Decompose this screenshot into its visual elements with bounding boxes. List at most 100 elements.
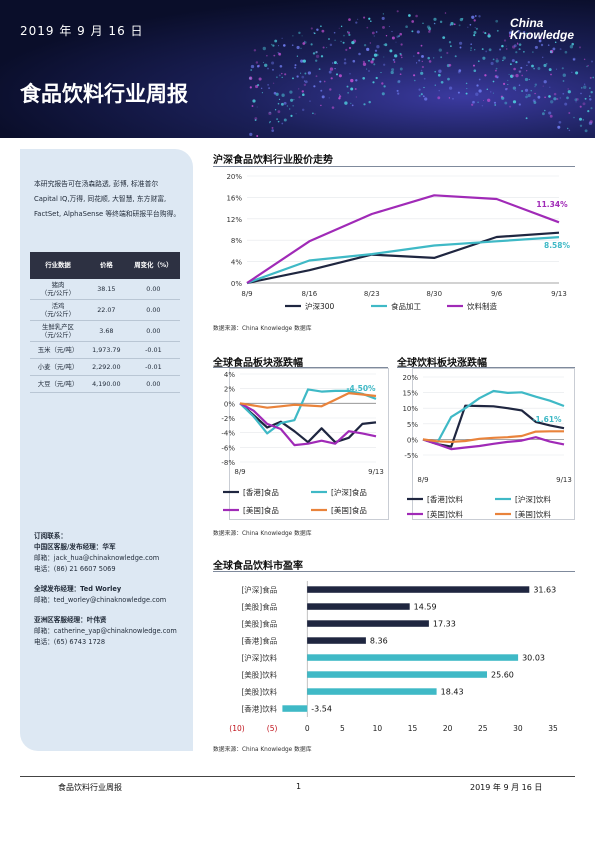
section-rule [213, 166, 575, 167]
header-dot [589, 76, 592, 79]
table-cell: 生鲜乳产区 （元/公斤） [30, 320, 86, 342]
header-dot [373, 53, 378, 57]
header-dot [416, 30, 420, 34]
header-dot [509, 34, 511, 36]
category-label: [沪深]饮料 [241, 653, 277, 663]
header-dot [250, 64, 255, 69]
header-dot [562, 92, 565, 95]
header-dot [267, 84, 269, 86]
header-dot [537, 67, 541, 70]
y-tick-label: 4% [224, 371, 235, 379]
header-dot [474, 15, 477, 17]
header-dot [450, 45, 452, 47]
header-dot [257, 84, 260, 87]
header-dot [573, 58, 575, 61]
header-dot [554, 41, 557, 43]
header-dot [505, 88, 508, 91]
header-dot [375, 31, 378, 33]
header-dot [400, 43, 403, 46]
header-dot [382, 13, 384, 15]
header-dot [294, 66, 297, 69]
header-dot [312, 112, 314, 115]
footer-report-name: 食品饮料行业周报 [58, 783, 122, 792]
header-dot [363, 103, 366, 106]
header-dot [298, 96, 301, 99]
header-dot [587, 110, 590, 113]
header-dot [470, 43, 473, 46]
header-dot [512, 86, 517, 90]
section-rule [397, 367, 575, 368]
header-dot [269, 121, 271, 123]
header-dot [508, 31, 512, 35]
header-dot [478, 60, 480, 62]
header-dot [329, 67, 334, 71]
x-tick-label: 9/6 [491, 290, 503, 298]
table-header-cell: 周变化（%） [126, 252, 180, 279]
header-dot [568, 129, 571, 132]
header-dot [334, 67, 336, 70]
header-dot [362, 62, 367, 66]
header-dot [385, 35, 388, 37]
header-dot [286, 105, 289, 107]
header-dot [523, 51, 525, 53]
header-dot [509, 63, 512, 66]
bar [307, 688, 437, 695]
header-dot [471, 15, 475, 19]
header-dot [527, 61, 530, 64]
x-tick-label: 8/9 [417, 476, 428, 484]
header-dot [293, 99, 295, 101]
header-dot [320, 25, 322, 28]
header-dot [552, 47, 556, 51]
contact-block: 订阅联系： 中国区客服/发布经理：华军 邮箱：jack_hua@chinaknowl… [34, 531, 192, 575]
category-label: [沪深]食品 [241, 585, 277, 595]
header-dot [510, 29, 512, 31]
header-dot [449, 24, 452, 26]
y-tick-label: 10% [402, 405, 418, 413]
header-dot [254, 119, 257, 121]
header-dot [343, 34, 345, 37]
header-dot [277, 120, 280, 123]
header-dot [310, 27, 313, 30]
data-label: 8.36 [370, 637, 388, 646]
header-dot [292, 77, 294, 80]
header-dot [502, 59, 504, 62]
header-dot [303, 80, 306, 82]
x-tick-label: 9/13 [368, 468, 384, 476]
header-dot [399, 67, 403, 71]
header-dot [329, 88, 332, 91]
table-cell: 0.00 [126, 320, 180, 342]
x-tick-label: (10) [229, 724, 244, 733]
contact-line: 电话：(86) 21 6607 5069 [34, 565, 116, 573]
header-dot [366, 47, 370, 52]
contact-line: 邮箱：catherine_yap@chinaknowledge.com [34, 627, 177, 635]
header-dot [249, 132, 253, 137]
x-tick-label: 0 [305, 724, 310, 733]
header-dot [534, 83, 538, 86]
header-dot [422, 22, 424, 24]
plot-area: -8% -6% -4% -2% 0% 2% 4% 8/9 9/13 -4.50% [香港]食品 [沪深… [221, 371, 384, 515]
header-dot [473, 31, 477, 34]
header-dot [380, 72, 382, 74]
header-dot [345, 48, 348, 51]
header-dot [591, 60, 593, 63]
header-dot [448, 86, 453, 90]
x-tick-label: 8/9 [234, 468, 245, 476]
chart-frame-food [229, 368, 389, 520]
header-dot [534, 45, 538, 49]
header-dot [448, 41, 452, 44]
table-header-cell: 行业数据 [30, 252, 86, 279]
header-dot [373, 35, 375, 37]
header-dot [592, 76, 595, 79]
header-dot [315, 54, 320, 59]
header-dot [517, 29, 521, 34]
header-dot [512, 74, 515, 77]
header-dot [473, 19, 476, 22]
y-tick-label: 0% [407, 436, 418, 444]
header-dot [515, 51, 518, 54]
header-dot [262, 61, 265, 63]
header-dot [298, 88, 300, 90]
header-dot [348, 33, 351, 37]
header-dot [397, 80, 401, 84]
header-dot [283, 118, 287, 122]
header-dot [274, 39, 278, 43]
